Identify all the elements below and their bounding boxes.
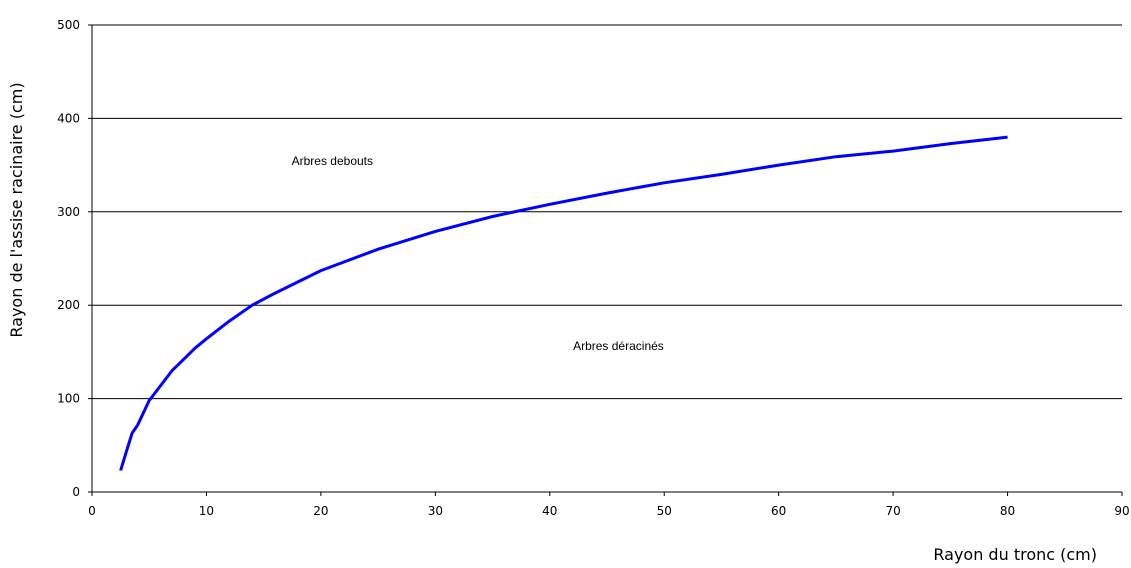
data-series (119, 135, 1008, 471)
x-tick-label: 70 (885, 504, 900, 518)
y-tick-label: 100 (57, 392, 80, 406)
x-axis-title: Rayon du tronc (cm) (933, 545, 1097, 564)
x-tick-label: 80 (1000, 504, 1015, 518)
x-tick-label: 40 (542, 504, 557, 518)
series-line (119, 135, 1008, 471)
y-tick-label: 0 (72, 485, 80, 499)
y-tick-label: 500 (57, 18, 80, 32)
x-tick-label: 20 (313, 504, 328, 518)
x-axis-ticks: 0 10 20 30 40 50 60 70 80 90 (88, 492, 1130, 518)
region-label: Arbres déracinés (573, 339, 664, 353)
grid-lines (92, 24, 1122, 400)
x-tick-label: 90 (1114, 504, 1129, 518)
axes (91, 25, 1122, 493)
y-tick-label: 200 (57, 298, 80, 312)
x-tick-label: 50 (657, 504, 672, 518)
annotations: Arbres debouts Arbres déracinés (292, 154, 664, 353)
x-tick-label: 60 (771, 504, 786, 518)
y-axis-ticks: 0 100 200 300 400 500 (57, 18, 92, 499)
x-tick-label: 10 (199, 504, 214, 518)
y-tick-label: 400 (57, 111, 80, 125)
y-axis-title: Rayon de l'assise racinaire (cm) (7, 82, 26, 337)
x-tick-label: 30 (428, 504, 443, 518)
region-label: Arbres debouts (292, 154, 373, 168)
x-tick-label: 0 (88, 504, 96, 518)
y-tick-label: 300 (57, 205, 80, 219)
